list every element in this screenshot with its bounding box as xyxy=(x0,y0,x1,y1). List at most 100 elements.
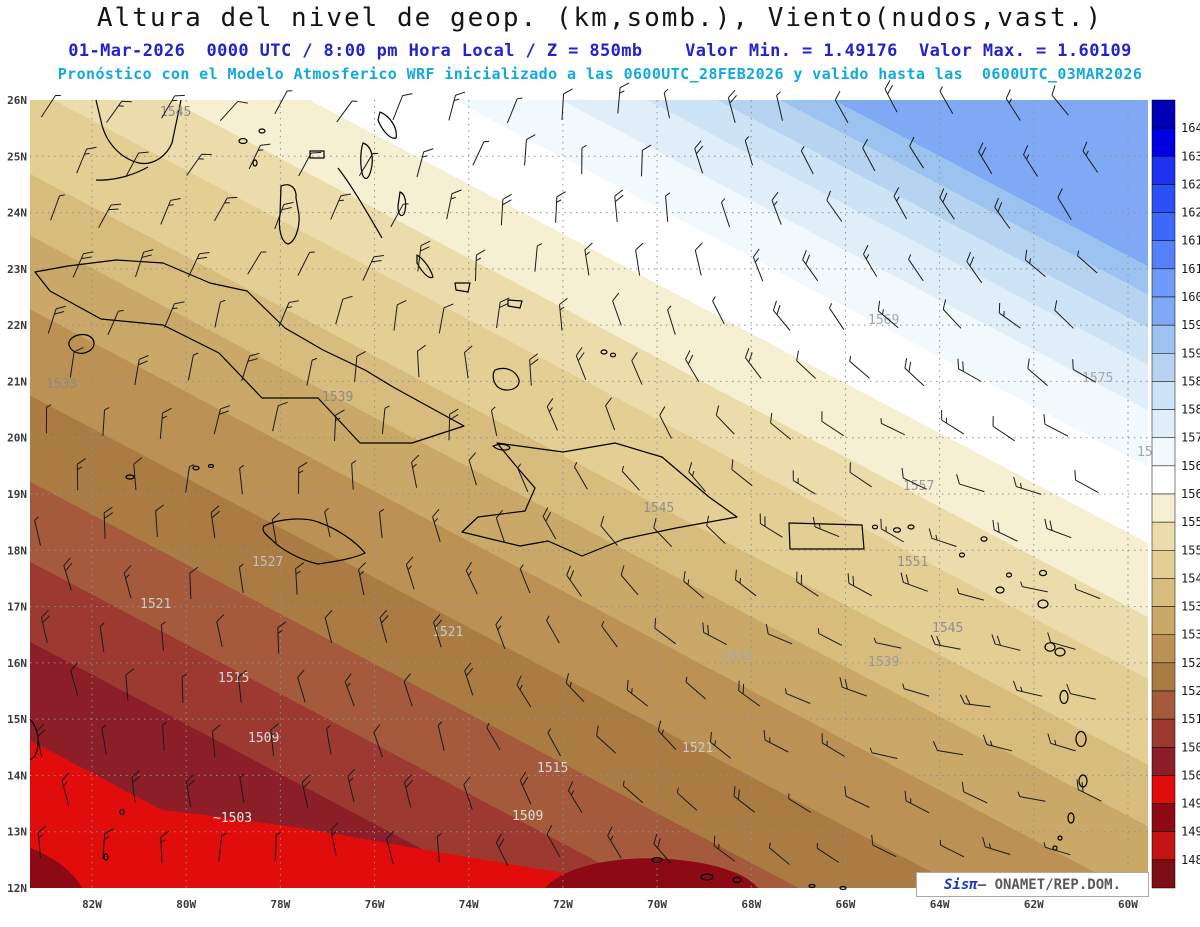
colorbar-label: 1593 xyxy=(1181,346,1200,360)
wind-barb xyxy=(61,772,70,806)
wind-barb xyxy=(800,146,814,175)
wind-barb xyxy=(939,839,965,858)
wind-barb xyxy=(605,397,616,431)
wind-barb xyxy=(411,454,420,488)
contour-label: 1539 xyxy=(322,390,353,405)
colorbar-swatch xyxy=(1151,437,1176,467)
wind-barb xyxy=(36,724,46,757)
contour-label: 1575 xyxy=(1082,371,1113,386)
wind-barb xyxy=(966,251,983,284)
wind-barb xyxy=(47,305,66,334)
wind-barb xyxy=(278,300,300,327)
wind-barb xyxy=(877,300,899,329)
wind-barb xyxy=(1077,250,1098,274)
wind-barb xyxy=(1023,145,1039,177)
lat-tick-label: 20N xyxy=(7,432,27,445)
wind-barb xyxy=(776,91,783,121)
wind-barb xyxy=(706,515,726,545)
wind-barb xyxy=(1076,779,1102,802)
island-outline xyxy=(980,536,988,542)
colorbar-swatch xyxy=(1151,353,1176,382)
island-outline xyxy=(907,524,915,530)
colorbar-swatch xyxy=(1151,296,1176,326)
lon-tick-label: 70W xyxy=(647,898,667,911)
wind-barb xyxy=(596,725,617,754)
wind-barb xyxy=(847,573,872,597)
wind-barb xyxy=(601,621,618,648)
wind-barb xyxy=(1057,188,1072,221)
colorbar-swatch xyxy=(1151,747,1176,776)
lat-tick-label: 22N xyxy=(7,319,27,332)
contour-label: 1533 xyxy=(46,377,77,392)
wind-barb xyxy=(330,822,339,856)
wind-barb xyxy=(241,352,260,381)
contour-labels: 1545 1539 1533 1527 1521 1521 1515 1509 ~1503 151… xyxy=(46,105,1168,826)
wind-barb xyxy=(295,562,305,595)
wind-barb xyxy=(34,516,41,546)
wind-barb xyxy=(160,197,181,225)
wind-barb xyxy=(821,411,844,437)
contour-label: 1545 xyxy=(643,501,674,516)
wind-barb xyxy=(271,512,281,546)
wind-barb xyxy=(373,724,383,758)
wind-barb xyxy=(796,350,816,379)
axes: 26N 25N 24N 23N 22N 21N 20N 19N 18N 17N 16N 15N 14N 1… xyxy=(7,94,1138,911)
colorbar-label: 1569 xyxy=(1181,459,1200,473)
wind-barb xyxy=(403,673,413,707)
wind-barb xyxy=(326,724,332,755)
wind-barb xyxy=(635,242,644,276)
wind-barb xyxy=(274,201,294,230)
wind-barb xyxy=(103,506,113,539)
lon-tick-label: 66W xyxy=(836,898,856,911)
wind-barb xyxy=(381,405,390,435)
wind-barb xyxy=(298,461,308,494)
wind-barb xyxy=(992,416,1015,442)
watermark-brand: Sisπ xyxy=(943,876,978,893)
colorbar-label: 1587 xyxy=(1181,374,1200,388)
wind-barb xyxy=(908,254,924,282)
wind-barb xyxy=(131,770,141,803)
island-outline xyxy=(1059,689,1069,705)
wind-barb xyxy=(559,297,568,331)
wind-barb xyxy=(657,720,677,750)
contour-label: 1545 xyxy=(160,105,191,120)
wind-barb xyxy=(792,470,816,495)
wind-barb xyxy=(1043,414,1069,437)
wind-barb xyxy=(134,355,149,386)
colorbar-swatch xyxy=(1151,831,1176,861)
wind-barb xyxy=(654,618,676,645)
lat-tick-label: 21N xyxy=(7,375,27,388)
wind-barb xyxy=(939,86,954,114)
colorbar-swatch xyxy=(1151,268,1176,298)
wind-barb xyxy=(186,153,212,176)
colorbar-swatch xyxy=(1151,156,1176,185)
wind-barb xyxy=(849,462,872,488)
wind-barb xyxy=(849,356,870,379)
colorbar-swatch xyxy=(1151,184,1176,213)
island-outline xyxy=(839,885,847,891)
wind-barb xyxy=(542,507,557,540)
wind-barb xyxy=(70,662,79,696)
wind-barb xyxy=(685,350,700,382)
colorbar-label: 1557 xyxy=(1181,515,1200,529)
coastline xyxy=(68,333,95,354)
watermark-org: ONAMET/REP.DOM. xyxy=(994,876,1121,893)
wind-barb xyxy=(566,565,583,597)
wind-barb xyxy=(567,781,583,813)
wind-barb xyxy=(379,609,389,643)
wind-barb xyxy=(961,781,988,804)
wind-barb xyxy=(1047,733,1076,752)
wind-barb xyxy=(735,569,757,597)
wind-barb xyxy=(392,93,413,120)
wind-barb xyxy=(187,352,199,381)
wind-barb xyxy=(982,734,1013,752)
wind-barb xyxy=(829,303,845,330)
contour-label: ~1503 xyxy=(213,811,252,826)
wind-barb xyxy=(978,142,993,175)
wind-barb xyxy=(584,242,593,276)
minimum-core xyxy=(545,858,758,888)
wind-barb xyxy=(581,144,587,175)
wind-barb xyxy=(620,565,639,596)
